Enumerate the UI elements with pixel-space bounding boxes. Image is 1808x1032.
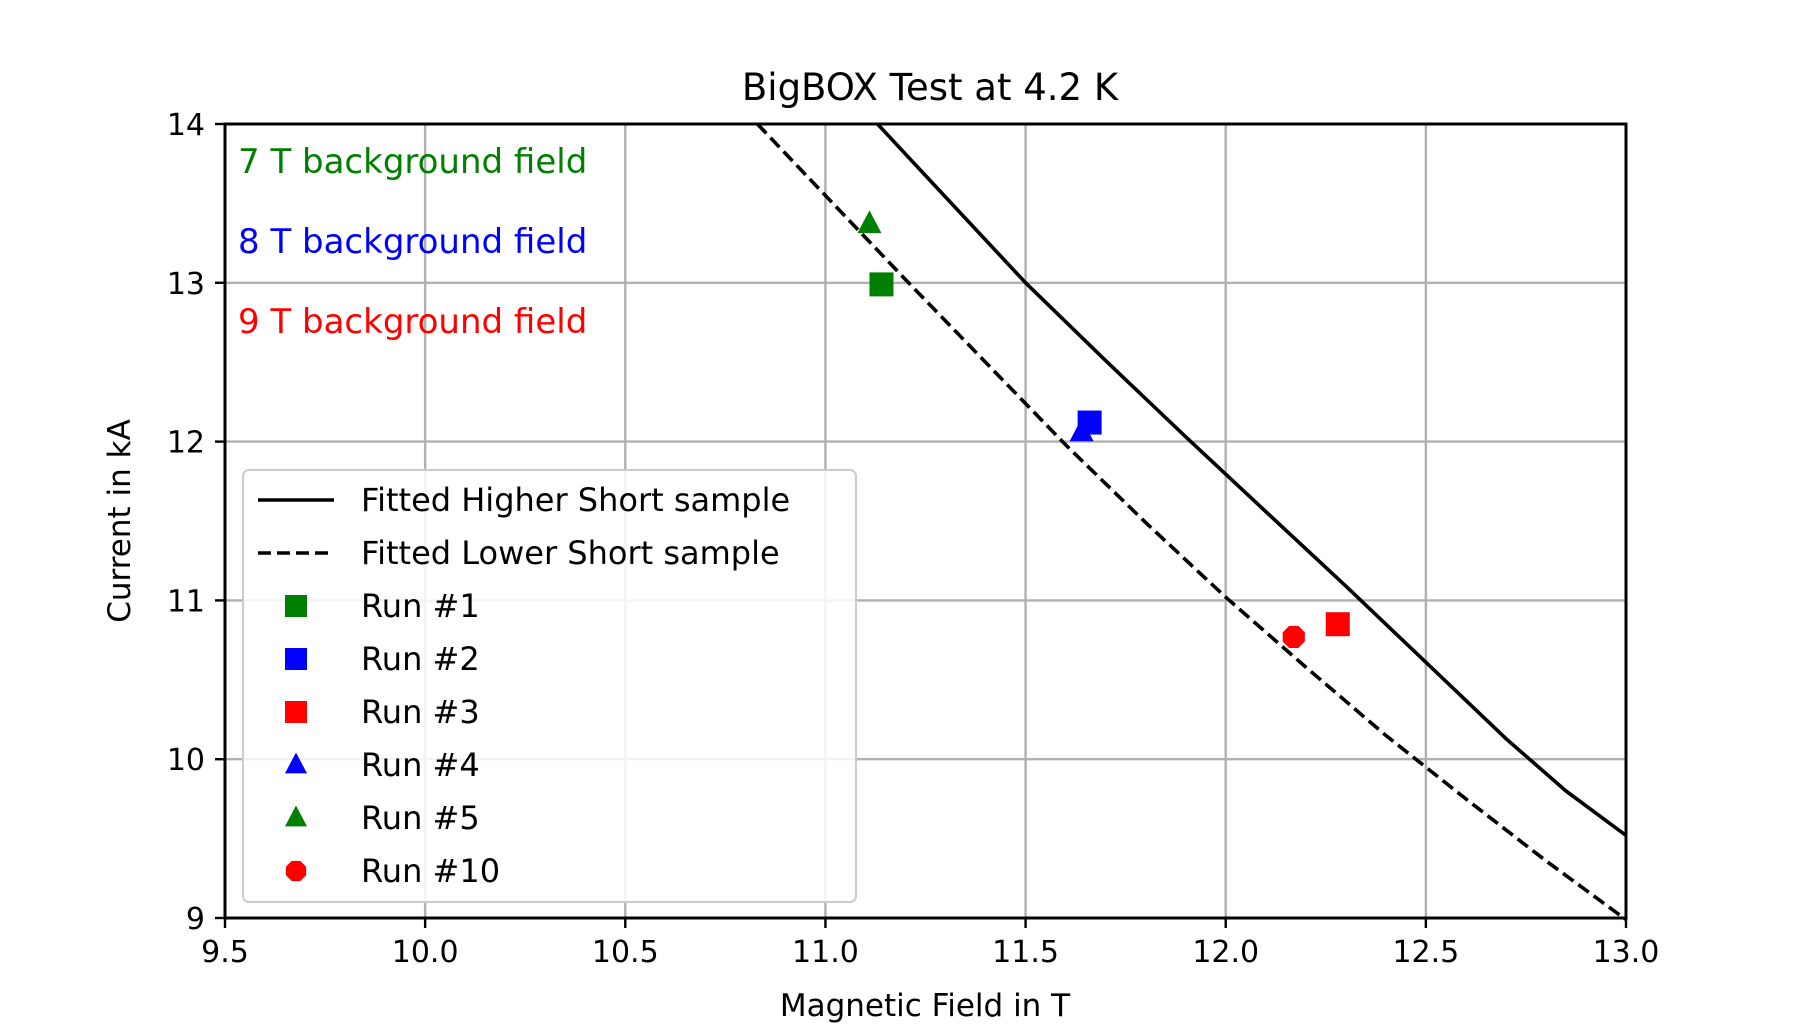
legend-label: Run #1 [361,587,480,625]
x-tick-label: 11.5 [992,935,1059,970]
data-point [869,272,894,297]
legend-label: Run #5 [361,799,480,837]
lower-fit-line [756,122,1628,922]
background-field-annotation: 7 T background field [238,142,587,182]
plot-frame [223,122,1628,920]
y-tick-label: 13 [167,267,205,302]
y-tick-label: 9 [186,902,205,937]
data-point [857,210,882,234]
plot-series [756,122,1628,922]
y-tick-label: 11 [167,584,205,619]
background-field-annotation: 9 T background field [238,302,587,342]
legend-label: Run #2 [361,640,480,678]
legend-label: Fitted Lower Short sample [361,534,780,572]
y-tick-label: 12 [167,426,205,461]
legend-box [242,469,857,903]
x-tick-label: 9.5 [201,935,249,970]
legend-marker-swatch [285,860,307,882]
x-tick-label: 12.0 [1192,935,1259,970]
data-point [1325,612,1350,637]
data-point [1069,418,1094,442]
legend-label: Run #4 [361,746,480,784]
x-tick-label: 13.0 [1593,935,1660,970]
y-tick-label: 14 [167,108,205,143]
annotations: 7 T background field 8 T background field… [238,142,587,342]
higher-fit-line [876,122,1628,837]
legend-marker-swatch [285,701,307,723]
legend-label: Run #10 [361,852,500,890]
y-tick-label: 10 [167,743,205,778]
legend-label: Fitted Higher Short sample [361,481,790,519]
axis-ticks: 9.5 10.0 10.5 11.0 11.5 12.0 12.5 13.0 9 10 11 12 13… [167,108,1660,970]
x-tick-label: 11.0 [792,935,859,970]
legend: Fitted Higher Short sample Fitted Lower S… [242,469,857,903]
legend-label: Run #3 [361,693,480,731]
x-tick-label: 10.5 [592,935,659,970]
x-tick-label: 10.0 [392,935,459,970]
legend-marker-swatch [285,595,307,617]
legend-marker-swatch [285,805,307,827]
legend-marker-swatch [285,752,307,774]
chart-title: BigBOX Test at 4.2 K [742,66,1120,109]
x-axis-label: Magnetic Field in T [780,988,1071,1024]
x-tick-label: 12.5 [1392,935,1459,970]
y-axis-label: Current in kA [102,419,138,623]
data-point [1282,625,1305,649]
legend-marker-swatch [285,648,307,670]
background-field-annotation: 8 T background field [238,222,587,262]
